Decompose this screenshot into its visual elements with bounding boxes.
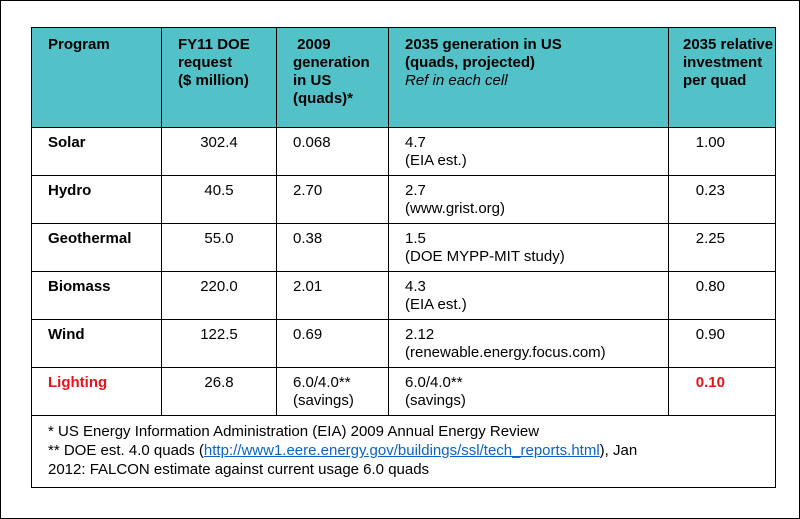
gen2035-ref: (renewable.energy.focus.com)	[405, 344, 606, 361]
gen2035-ref: (savings)	[405, 392, 466, 409]
doe-report-link[interactable]: http://www1.eere.energy.gov/buildings/ss…	[203, 442, 600, 459]
program-cell: Wind	[31, 319, 162, 368]
header-fy11: FY11 DOE request ($ million)	[161, 27, 277, 128]
program-cell: Biomass	[31, 271, 162, 320]
program-cell: Hydro	[31, 175, 162, 224]
gen2009-cell: 0.69	[276, 319, 389, 368]
gen2035-ref: (www.grist.org)	[405, 200, 506, 217]
header-gen2035: 2035 generation in US (quads, projected)…	[388, 27, 669, 128]
table-row: Hydro 40.5 2.70 2.7 (www.grist.org) 0.23	[31, 175, 776, 224]
gen2035-cell: 2.12 (renewable.energy.focus.com)	[388, 319, 669, 368]
table-row: Wind 122.5 0.69 2.12 (renewable.energy.f…	[31, 319, 776, 368]
fy11-cell: 26.8	[161, 367, 277, 416]
table-row: Geothermal 55.0 0.38 1.5 (DOE MYPP-MIT s…	[31, 223, 776, 272]
gen2035-cell: 4.3 (EIA est.)	[388, 271, 669, 320]
relinv-cell: 0.90	[668, 319, 776, 368]
header-relinv-line2: investment	[683, 54, 763, 71]
program-cell: Solar	[31, 127, 162, 176]
gen2009-cell: 2.01	[276, 271, 389, 320]
table-row: Biomass 220.0 2.01 4.3 (EIA est.) 0.80	[31, 271, 776, 320]
gen2035-value: 1.5	[405, 230, 426, 247]
footnote-falcon: 2012: FALCON estimate against current us…	[48, 461, 430, 478]
gen2035-value: 6.0/4.0**	[405, 374, 463, 391]
header-gen2035-line1: 2035 generation in US	[405, 36, 562, 53]
header-relinv: 2035 relative investment per quad	[668, 27, 776, 128]
fy11-cell: 55.0	[161, 223, 277, 272]
gen2009-cell: 0.068	[276, 127, 389, 176]
energy-programs-table: Program FY11 DOE request ($ million) 200…	[31, 27, 776, 488]
header-gen2009-line2: generation	[293, 54, 370, 71]
header-gen2009-line3: in US	[293, 72, 332, 89]
gen2009-cell: 0.38	[276, 223, 389, 272]
gen2035-value: 4.3	[405, 278, 426, 295]
gen2035-ref: (EIA est.)	[405, 152, 467, 169]
relinv-cell: 0.23	[668, 175, 776, 224]
header-fy11-line2: request	[178, 54, 233, 71]
fy11-cell: 122.5	[161, 319, 277, 368]
relinv-cell: 1.00	[668, 127, 776, 176]
table-row: Solar 302.4 0.068 4.7 (EIA est.) 1.00	[31, 127, 776, 176]
footnotes-cell: * US Energy Information Administration (…	[31, 415, 776, 488]
header-gen2035-line2: (quads, projected)	[405, 54, 536, 71]
footnote-doe-post: ), Jan	[599, 442, 638, 459]
header-gen2009-line4: (quads)*	[293, 90, 353, 107]
footnote-doe-pre: ** DOE est. 4.0 quads (	[48, 442, 204, 459]
fy11-cell: 302.4	[161, 127, 277, 176]
fy11-cell: 220.0	[161, 271, 277, 320]
table-row: Lighting 26.8 6.0/4.0** (savings) 6.0/4.…	[31, 367, 776, 416]
gen2035-value: 2.12	[405, 326, 435, 343]
gen2009-value: 6.0/4.0**	[293, 374, 351, 391]
gen2035-cell: 4.7 (EIA est.)	[388, 127, 669, 176]
relinv-cell: 2.25	[668, 223, 776, 272]
header-gen2009-line1: 2009	[293, 36, 331, 53]
gen2035-ref: (EIA est.)	[405, 296, 467, 313]
relinv-cell: 0.80	[668, 271, 776, 320]
table-header-row: Program FY11 DOE request ($ million) 200…	[31, 27, 776, 128]
program-cell: Geothermal	[31, 223, 162, 272]
header-program: Program	[31, 27, 162, 128]
header-relinv-line3: per quad	[683, 72, 747, 89]
fy11-cell: 40.5	[161, 175, 277, 224]
footnote-doe: ** DOE est. 4.0 quads (http://www1.eere.…	[48, 441, 761, 460]
header-gen2009: 2009 generation in US (quads)*	[276, 27, 389, 128]
header-relinv-line1: 2035 relative	[683, 36, 774, 53]
header-fy11-line3: ($ million)	[178, 72, 249, 89]
header-gen2035-ref: Ref in each cell	[405, 72, 508, 89]
gen2035-value: 2.7	[405, 182, 426, 199]
gen2009-sub: (savings)	[293, 392, 354, 409]
gen2035-value: 4.7	[405, 134, 426, 151]
gen2035-cell: 6.0/4.0** (savings)	[388, 367, 669, 416]
footnotes-row: * US Energy Information Administration (…	[31, 415, 776, 488]
gen2035-ref: (DOE MYPP-MIT study)	[405, 248, 565, 265]
gen2035-cell: 2.7 (www.grist.org)	[388, 175, 669, 224]
header-program-label: Program	[48, 36, 110, 53]
footnote-eia: * US Energy Information Administration (…	[48, 423, 540, 440]
program-cell: Lighting	[31, 367, 162, 416]
gen2035-cell: 1.5 (DOE MYPP-MIT study)	[388, 223, 669, 272]
header-fy11-line1: FY11 DOE	[178, 36, 250, 53]
gen2009-cell: 6.0/4.0** (savings)	[276, 367, 389, 416]
gen2009-cell: 2.70	[276, 175, 389, 224]
relinv-cell: 0.10	[668, 367, 776, 416]
